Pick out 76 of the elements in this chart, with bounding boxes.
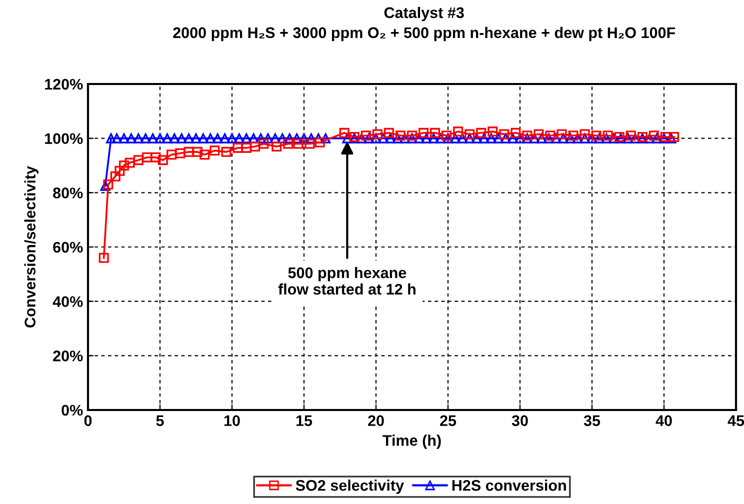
point: [510, 128, 521, 138]
point: [103, 180, 114, 190]
point: [98, 252, 109, 263]
point: [304, 138, 315, 149]
x-tick-label: 5: [156, 415, 164, 426]
point: [556, 129, 567, 140]
legend-label: SO2 selectivity: [296, 480, 404, 494]
x-tick-label: 0: [84, 415, 92, 426]
annotation: 500 ppm hexane flow started at 12 h: [278, 266, 416, 295]
point: [283, 138, 294, 149]
point: [221, 146, 232, 157]
point: [114, 166, 125, 176]
point: [648, 130, 659, 141]
legend-label: H2S conversion: [452, 480, 566, 491]
x-tick-label: 20: [368, 415, 384, 426]
point: [210, 146, 220, 156]
y-tick-label: 60%: [53, 242, 83, 253]
point: [568, 130, 578, 141]
y-axis-title: Conversion/selectivity: [24, 166, 39, 328]
x-tick-label: 15: [296, 415, 312, 426]
chart-subtitle: 2000 ppm H₂S + 3000 ppm O₂ + 500 ppm n-hexane + dew pt H₂O 100F: [173, 26, 676, 42]
point: [241, 142, 252, 153]
point: [464, 129, 475, 140]
point: [476, 128, 486, 138]
point: [372, 129, 382, 140]
point: [110, 171, 120, 182]
point: [418, 128, 429, 138]
x-tick-label: 45: [728, 415, 744, 426]
point: [545, 130, 556, 141]
point: [488, 126, 498, 137]
x-tick-label: 35: [584, 415, 600, 426]
x-tick-label: 40: [656, 415, 672, 426]
point: [133, 155, 144, 166]
point: [669, 132, 680, 142]
point: [314, 137, 325, 148]
chart-title: Catalyst #3: [384, 6, 464, 22]
point: [184, 146, 194, 157]
point: [258, 138, 269, 149]
point: [124, 158, 135, 168]
point: [626, 130, 636, 141]
point: [499, 129, 510, 140]
point: [192, 146, 202, 157]
y-tick-label: 40%: [52, 296, 83, 308]
y-tick-label: 100%: [45, 133, 83, 144]
point: [142, 152, 152, 162]
y-tick-label: 120%: [45, 78, 83, 90]
point: [200, 150, 210, 160]
point: [272, 141, 282, 152]
point: [384, 128, 394, 138]
point: [453, 126, 464, 137]
point: [591, 130, 602, 141]
point: [534, 129, 544, 140]
point: [175, 148, 186, 158]
point: [293, 138, 304, 149]
x-tick-label: 25: [440, 415, 456, 426]
point: [395, 130, 406, 141]
point: [580, 129, 590, 140]
point: [360, 130, 371, 141]
point: [150, 152, 161, 162]
x-axis-title: Time (h): [382, 434, 441, 449]
point: [522, 130, 532, 141]
point: [232, 142, 243, 153]
point: [442, 130, 452, 141]
x-tick-label: 10: [224, 415, 240, 426]
point: [602, 130, 613, 141]
y-tick-label: 80%: [53, 188, 83, 198]
x-tick-label: 30: [512, 415, 528, 426]
point: [158, 155, 168, 166]
y-tick-label: 0%: [62, 404, 83, 416]
point: [430, 128, 440, 138]
point: [250, 141, 260, 152]
point: [407, 130, 417, 141]
point: [166, 150, 177, 160]
y-tick-label: 20%: [53, 350, 83, 362]
point: [339, 128, 350, 138]
point: [119, 160, 129, 170]
